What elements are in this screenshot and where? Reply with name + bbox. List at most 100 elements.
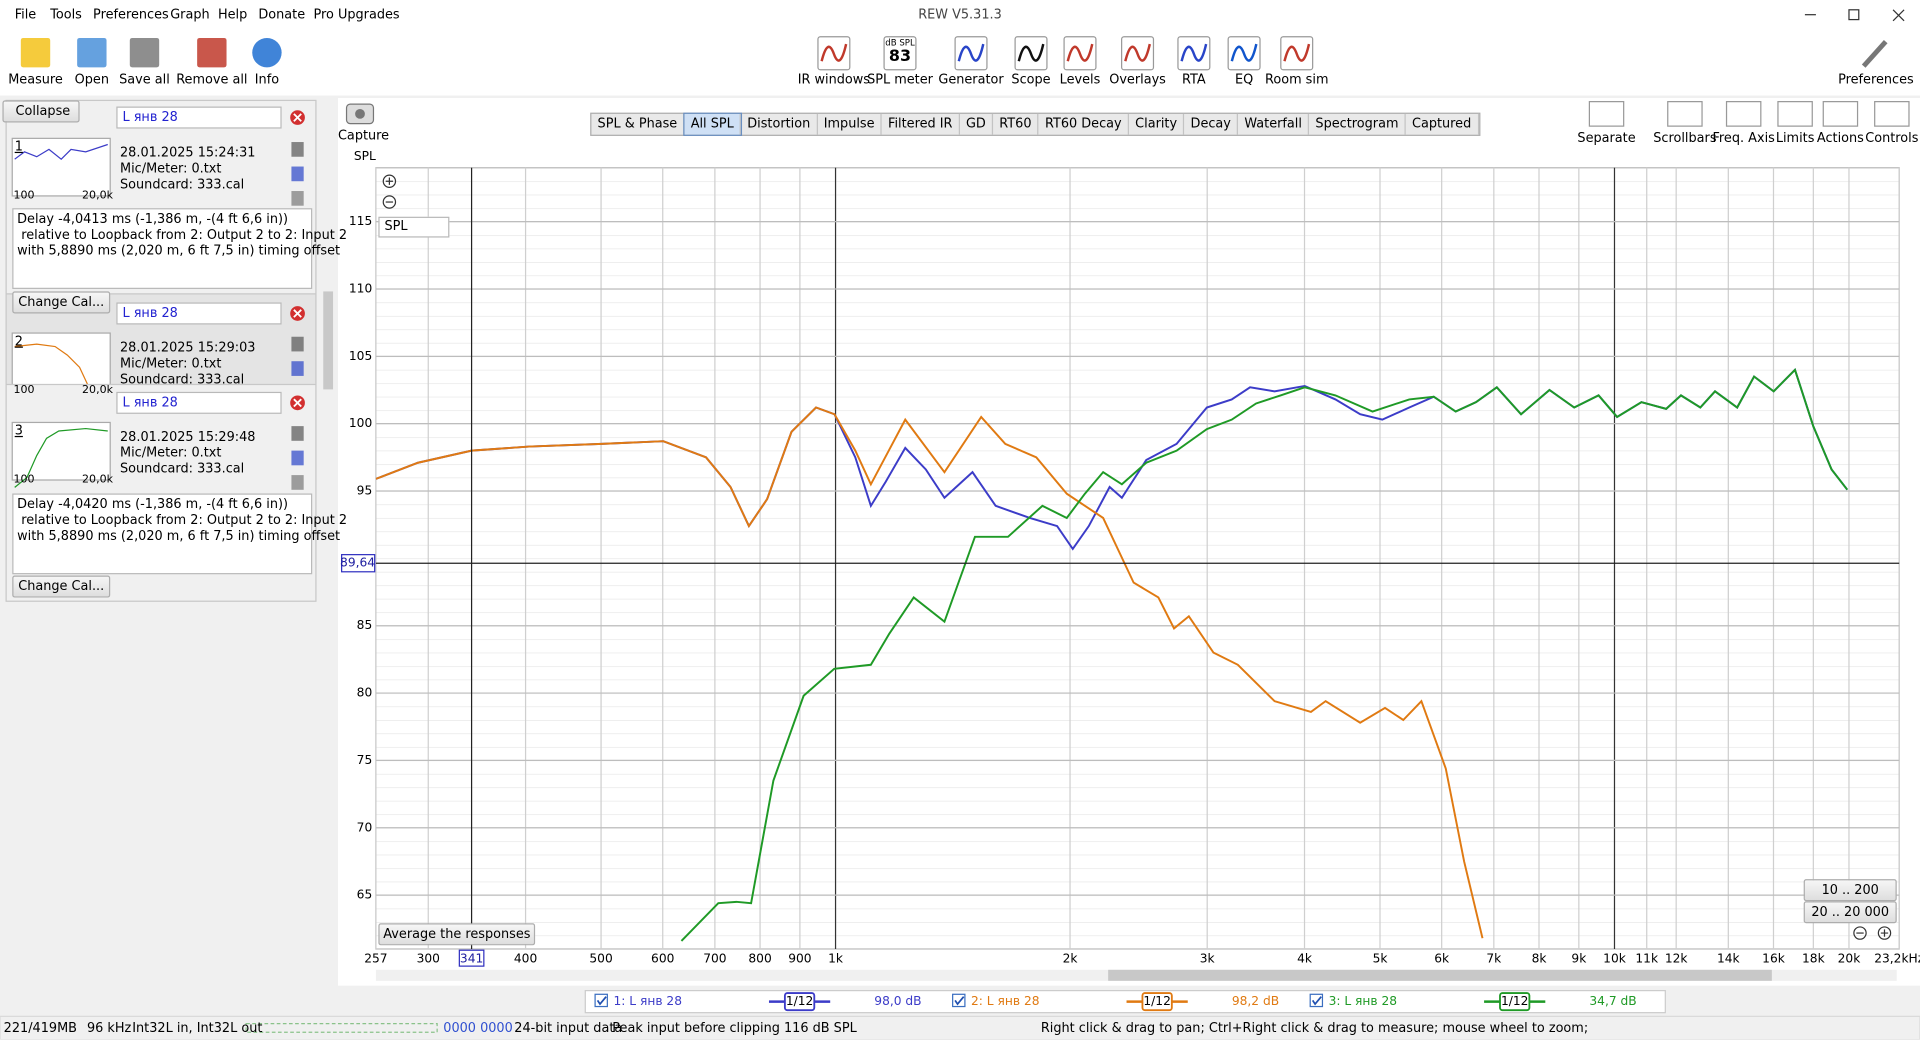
toolbar-icon xyxy=(197,37,227,68)
toolbar-icon xyxy=(77,37,107,68)
y-tick-label: 105 xyxy=(349,349,372,363)
toolbar-button[interactable]: Overlays xyxy=(1109,72,1166,87)
smoothing-box xyxy=(1141,992,1173,1012)
toolbar-icon xyxy=(883,36,917,71)
measurement-name[interactable]: L янв 28 xyxy=(116,106,282,129)
toolbar-button[interactable]: IR windows xyxy=(797,72,871,87)
tab[interactable]: Waterfall xyxy=(1238,113,1310,135)
measurement-tool xyxy=(291,191,304,206)
thumbnail-min: 100 xyxy=(13,384,35,397)
plot-area xyxy=(375,167,1900,950)
tab[interactable]: Decay xyxy=(1184,113,1239,135)
tab[interactable]: RT60 xyxy=(993,113,1039,135)
tab[interactable]: RT60 Decay xyxy=(1039,113,1130,135)
toolbar-button[interactable]: Generator xyxy=(938,72,1004,87)
measurement-tool xyxy=(291,166,304,182)
x-tick-label: 10k xyxy=(1603,951,1627,965)
measurement-tool xyxy=(291,142,304,157)
thumbnail-curve xyxy=(14,143,108,161)
info-line: with 5,8890 ms (2,020 m, 6 ft 7,5 in) ti… xyxy=(17,528,341,544)
tab[interactable]: All SPL xyxy=(683,112,743,136)
toolbar-button[interactable]: Levels xyxy=(1059,72,1101,87)
graph-tool-button[interactable]: Actions xyxy=(1816,131,1864,146)
toolbar-button[interactable]: SPL meter xyxy=(867,72,933,87)
menu-item[interactable]: Graph xyxy=(170,7,210,23)
y-tick-label: 70 xyxy=(357,820,373,834)
measurement-soundcard: Soundcard: 333.cal xyxy=(120,372,245,387)
menu-item[interactable]: Preferences xyxy=(93,7,169,23)
title-bar xyxy=(0,0,1920,31)
y-tick-label: 110 xyxy=(349,281,372,295)
tab[interactable]: Distortion xyxy=(741,113,818,135)
zoom-preset[interactable]: 20 .. 20 000 xyxy=(1803,901,1897,924)
toolbar-button[interactable]: RTA xyxy=(1182,72,1206,87)
capture-button[interactable]: Capture xyxy=(337,128,390,144)
change-cal-button[interactable]: Change Cal... xyxy=(12,575,111,598)
cursor-y-label: 89,64 xyxy=(340,556,375,570)
info-line: Delay -4,0413 ms (-1,386 m, -(4 ft 6,6 i… xyxy=(17,211,289,227)
thumbnail-number: 1 xyxy=(14,139,23,155)
measurement-name[interactable]: L янв 28 xyxy=(116,391,282,414)
toolbar-button[interactable]: Scope xyxy=(1011,72,1051,87)
x-tick-label: 6k xyxy=(1434,951,1450,965)
thumbnail-max: 20,0k xyxy=(82,384,113,397)
toolbar-button[interactable]: EQ xyxy=(1234,72,1254,87)
toolbar-button[interactable]: Room sim xyxy=(1264,72,1329,87)
toolbar-button[interactable]: Open xyxy=(74,72,109,87)
toolbar-button[interactable]: Info xyxy=(254,72,280,87)
graph-tool-button[interactable]: Separate xyxy=(1577,131,1636,146)
status-item: 96 kHz xyxy=(86,1021,132,1036)
menu-item[interactable]: Tools xyxy=(50,7,82,23)
toolbar-button[interactable]: Remove all xyxy=(176,72,248,87)
menu-item[interactable]: File xyxy=(14,7,37,23)
menu-item[interactable]: Donate xyxy=(258,7,306,23)
measurement-mic: Mic/Meter: 0.txt xyxy=(120,445,222,461)
smoothing-box xyxy=(783,992,816,1012)
graph-tool-button[interactable]: Freq. Axis xyxy=(1712,131,1775,146)
change-cal-button[interactable]: Change Cal... xyxy=(12,291,111,314)
status-item: 0000 0000 xyxy=(443,1021,513,1036)
menu-item[interactable]: Help xyxy=(217,7,248,23)
graph-tool-icon xyxy=(1588,101,1625,127)
tab[interactable]: Captured xyxy=(1406,113,1479,135)
tab[interactable]: Clarity xyxy=(1129,113,1185,135)
tab[interactable]: Impulse xyxy=(818,113,882,135)
toolbar-button[interactable]: Preferences xyxy=(1838,72,1914,87)
measurement-name[interactable]: L янв 28 xyxy=(116,302,282,325)
x-tick-label: 23,2kHz xyxy=(1874,951,1920,965)
thumbnail-min: 100 xyxy=(13,473,35,487)
tab[interactable]: Spectrogram xyxy=(1309,113,1406,135)
toolbar-icon-glyph xyxy=(957,43,985,62)
graph-tool-icon xyxy=(1777,101,1813,127)
toolbar-button[interactable]: Measure xyxy=(8,72,63,87)
toolbar-button[interactable]: Save all xyxy=(119,72,170,87)
measurement-mic: Mic/Meter: 0.txt xyxy=(120,356,222,372)
h-scroll-thumb xyxy=(1108,969,1772,981)
remove-x xyxy=(293,398,302,408)
remove-x xyxy=(293,113,302,122)
menu-item[interactable]: Pro Upgrades xyxy=(313,7,400,23)
tab[interactable]: SPL & Phase xyxy=(591,113,685,135)
zoom-preset[interactable]: 10 .. 200 xyxy=(1803,879,1897,902)
average-button[interactable]: Average the responses xyxy=(378,923,536,946)
measurement-info xyxy=(12,493,313,575)
zoom-icon xyxy=(382,174,397,188)
cursor-y-box xyxy=(341,554,376,573)
graph-tool-button[interactable]: Controls xyxy=(1865,131,1919,146)
legend-smoothing: 1/12 xyxy=(786,994,813,1008)
thumbnail-min: 100 xyxy=(13,189,35,203)
legend-smoothing: 1/12 xyxy=(1143,994,1170,1008)
legend-name: 1: L янв 28 xyxy=(613,994,682,1008)
collapse-button[interactable]: Collapse xyxy=(2,100,80,123)
graph-tool-button[interactable]: Scrollbars xyxy=(1653,131,1717,146)
tab[interactable]: Filtered IR xyxy=(882,113,960,135)
graph-tool-button[interactable]: Limits xyxy=(1775,131,1815,146)
tab[interactable]: GD xyxy=(960,113,994,135)
x-tick-label: 14k xyxy=(1717,951,1741,965)
legend-level: 34,7 dB xyxy=(1589,994,1636,1008)
y-selector[interactable]: SPL xyxy=(378,216,450,238)
thumbnail xyxy=(11,137,111,197)
legend-name: 3: L янв 28 xyxy=(1329,994,1398,1008)
toolbar-icon-glyph xyxy=(1180,43,1208,62)
x-tick-label: 400 xyxy=(514,951,537,965)
